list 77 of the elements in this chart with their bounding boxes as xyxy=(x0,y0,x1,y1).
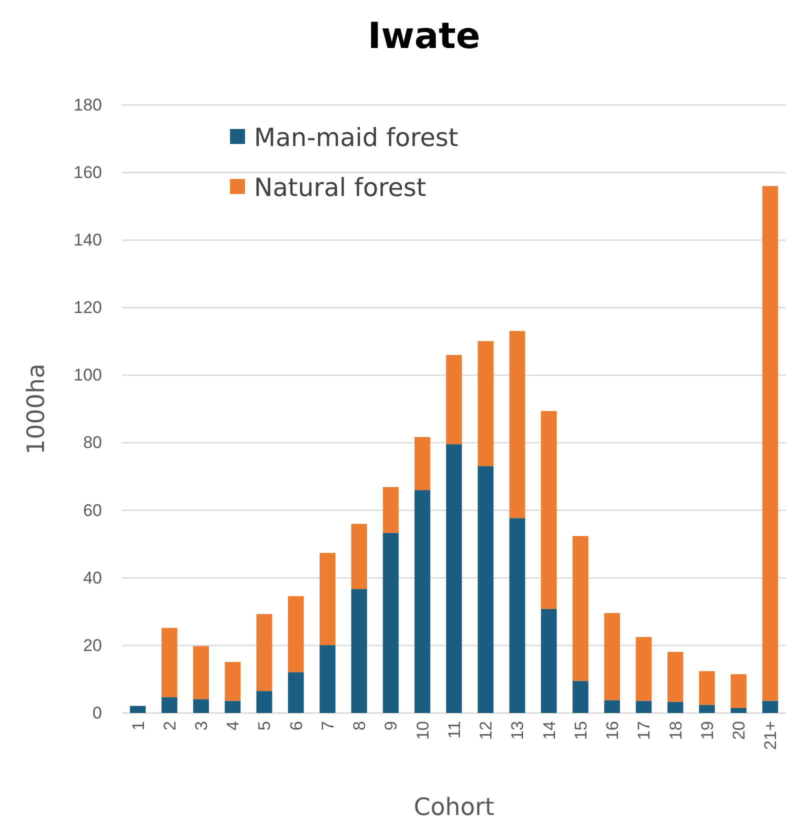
x-tick-label: 10 xyxy=(413,721,432,740)
y-tick-label: 0 xyxy=(92,703,102,722)
bar xyxy=(509,330,526,518)
x-tick-label: 18 xyxy=(666,721,686,740)
x-tick-label: 8 xyxy=(350,721,370,730)
bar xyxy=(256,691,272,713)
y-tick-label: 120 xyxy=(74,298,102,318)
x-tick-label: 13 xyxy=(508,721,528,740)
x-tick-label: 5 xyxy=(255,721,274,730)
x-tick-label: 16 xyxy=(603,721,622,740)
y-axis-title: 1000ha xyxy=(22,364,50,454)
bar xyxy=(382,532,399,713)
bar xyxy=(351,589,368,713)
x-tick-label: 21+ xyxy=(761,720,780,750)
y-tick-label: 160 xyxy=(74,162,102,182)
bar xyxy=(636,700,652,713)
x-tick-label: 4 xyxy=(224,721,243,730)
bar xyxy=(478,466,494,713)
x-tick-label: 6 xyxy=(286,721,306,730)
bar xyxy=(540,608,557,713)
y-tick-label: 20 xyxy=(83,636,102,655)
bar xyxy=(667,702,684,713)
y-tick-label: 100 xyxy=(74,366,102,385)
bar xyxy=(762,700,778,713)
x-tick-label: 17 xyxy=(634,721,654,740)
bar xyxy=(699,704,715,713)
x-tick-label: 7 xyxy=(318,721,338,730)
y-tick-label: 80 xyxy=(83,433,102,452)
bar xyxy=(762,186,778,701)
bar xyxy=(572,680,588,713)
bar xyxy=(636,637,652,701)
bar xyxy=(572,536,588,681)
bar xyxy=(288,596,304,672)
x-tick-label: 2 xyxy=(160,721,180,730)
x-tick-label: 15 xyxy=(571,721,590,740)
x-tick-label: 1 xyxy=(128,721,148,730)
x-tick-label: 9 xyxy=(382,721,401,730)
x-tick-label: 19 xyxy=(698,721,717,740)
y-tick-label: 180 xyxy=(74,95,102,114)
bar xyxy=(414,437,430,490)
x-tick-label: 20 xyxy=(730,721,749,740)
x-tick-label: 14 xyxy=(540,721,559,740)
bar xyxy=(446,354,462,444)
bar xyxy=(320,552,336,646)
x-tick-label: 3 xyxy=(192,721,211,730)
bar xyxy=(604,613,620,700)
bar xyxy=(224,700,241,713)
bar xyxy=(162,697,178,713)
bar xyxy=(193,699,209,713)
bar xyxy=(730,674,746,708)
y-tick-label: 60 xyxy=(83,500,102,520)
bar xyxy=(288,672,304,713)
x-axis-title: Cohort xyxy=(414,793,494,821)
bar xyxy=(351,524,368,590)
x-tick-label: 11 xyxy=(444,721,464,739)
bar xyxy=(193,646,209,700)
bar xyxy=(382,487,399,533)
chart-title: Iwate xyxy=(368,16,480,57)
bar xyxy=(509,518,526,713)
bar xyxy=(224,662,241,701)
x-tick-label: 12 xyxy=(476,721,496,740)
y-tick-label: 140 xyxy=(74,230,102,250)
bar xyxy=(414,490,430,713)
legend-label: Natural forest xyxy=(254,172,426,202)
bar xyxy=(446,444,462,713)
bar xyxy=(130,706,146,713)
y-tick-label: 40 xyxy=(83,568,102,588)
bar xyxy=(478,341,494,466)
bar xyxy=(162,628,178,698)
bar xyxy=(699,671,715,705)
bar xyxy=(540,411,557,609)
bar xyxy=(256,614,272,692)
bar xyxy=(604,700,620,713)
bar xyxy=(730,708,746,713)
legend-label: Man-maid forest xyxy=(254,122,458,152)
bar xyxy=(667,652,684,702)
bar xyxy=(320,645,336,713)
